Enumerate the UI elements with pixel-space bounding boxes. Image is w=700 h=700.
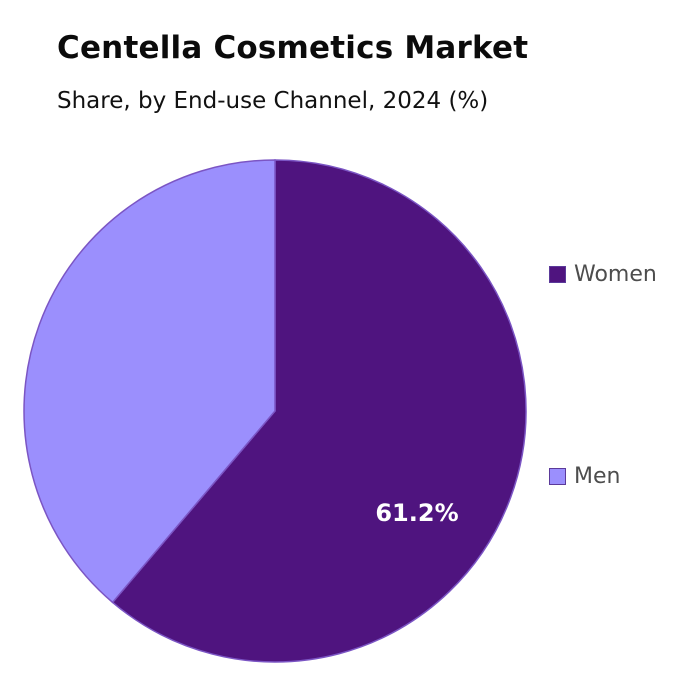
legend-label-men: Men bbox=[574, 464, 621, 489]
pie-slice-women[interactable] bbox=[111, 159, 527, 663]
legend-label-women: Women bbox=[574, 262, 657, 287]
legend-item-men[interactable]: Men bbox=[549, 464, 620, 489]
legend-item-women[interactable]: Women bbox=[549, 262, 657, 287]
chart-subtitle: Share, by End-use Channel, 2024 (%) bbox=[57, 88, 489, 114]
pie-slice-men[interactable] bbox=[23, 159, 276, 604]
chart-title: Centella Cosmetics Market bbox=[57, 30, 529, 66]
legend-swatch-women bbox=[549, 266, 566, 283]
legend-swatch-men bbox=[549, 468, 566, 485]
slice-label-women: 61.2% bbox=[375, 499, 458, 527]
pie-slices bbox=[23, 159, 527, 663]
